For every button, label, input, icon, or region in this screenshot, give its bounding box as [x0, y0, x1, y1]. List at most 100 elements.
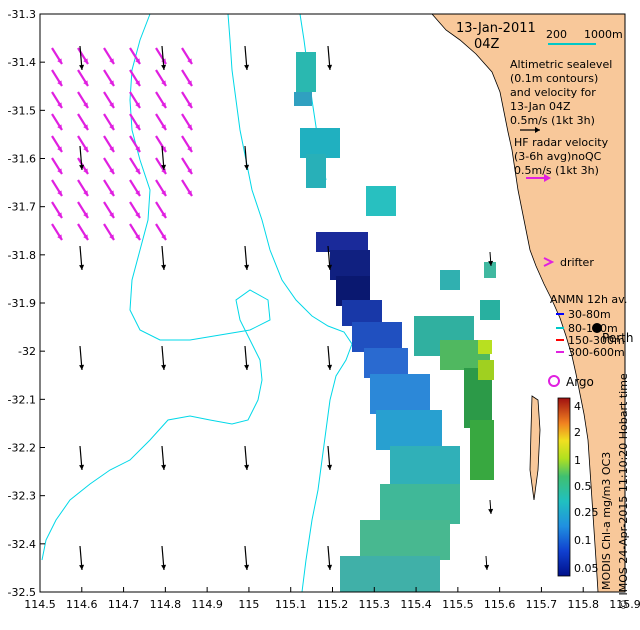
hf-radar-arrow-head — [135, 58, 140, 64]
altimetry-arrow-head — [244, 164, 250, 170]
altimetry-arrow-head — [161, 164, 167, 170]
legend-hf-line-3: 0.5m/s (1kt 3h) — [514, 164, 599, 177]
credit-label: © IMOS 24-Apr-2015 11:10:20 Hobart time — [617, 373, 630, 610]
x-tick-label: 114.9 — [191, 598, 223, 611]
legend-drifter-label: drifter — [560, 256, 594, 269]
altimetry-arrow-head — [79, 464, 85, 470]
perth-label: Perth — [602, 331, 633, 345]
altimetry-arrow-head — [244, 364, 250, 370]
hf-radar-arrow-head — [187, 80, 192, 86]
altimetry-arrow-head — [79, 64, 85, 70]
altimetry-arrow-head — [244, 64, 250, 70]
altimetry-arrow-head — [161, 264, 167, 270]
hf-radar-arrow-head — [187, 124, 192, 130]
altimetry-arrow-head — [327, 364, 333, 370]
hf-radar-arrow-head — [57, 58, 62, 64]
hf-radar-arrow-head — [161, 234, 166, 240]
legend-argo-label: Argo — [566, 375, 594, 389]
hf-radar-arrow-head — [161, 168, 166, 174]
hf-radar-arrow-head — [161, 146, 166, 152]
x-tick-label: 115.4 — [400, 598, 432, 611]
hf-radar-arrow-head — [109, 168, 114, 174]
altimetry-arrow-head — [244, 264, 250, 270]
legend-anmn: ANMN 12h av. 30-80m 80-150m 150-300m 300… — [550, 293, 627, 359]
y-tick-label: -31.4 — [8, 56, 36, 69]
hf-radar-arrow-head — [83, 234, 88, 240]
y-tick-label: -32.3 — [8, 490, 36, 503]
hf-radar-arrow-head — [57, 234, 62, 240]
y-tick-label: -31.8 — [8, 249, 36, 262]
hf-radar-arrow-head — [57, 168, 62, 174]
x-tick-label: 114.8 — [150, 598, 182, 611]
hf-radar-arrow-head — [161, 212, 166, 218]
legend-hf-radar: HF radar velocity (3-6h avg)noQC 0.5m/s … — [514, 136, 609, 182]
hf-radar-arrow-head — [135, 80, 140, 86]
perth-marker — [592, 323, 602, 333]
hf-radar-arrow-head — [57, 124, 62, 130]
x-tick-label: 115.3 — [359, 598, 391, 611]
x-tick-label: 115.2 — [317, 598, 349, 611]
land-mass — [431, 13, 626, 593]
legend-hf-line-2: (3-6h avg)noQC — [514, 150, 602, 163]
colorbar-tick-label: 0.1 — [574, 534, 592, 547]
hf-radar-arrow-head — [161, 80, 166, 86]
chlorophyll-field — [294, 52, 500, 592]
hf-radar-arrow-head — [109, 146, 114, 152]
altimetry-arrow-head — [161, 564, 167, 570]
hf-radar-vectors — [51, 47, 193, 241]
hf-radar-arrow-head — [187, 102, 192, 108]
hf-radar-arrow-head — [57, 80, 62, 86]
hf-radar-arrow-head — [109, 58, 114, 64]
y-tick-label: -32.1 — [8, 393, 36, 406]
altimetry-arrow-head — [79, 264, 85, 270]
colorbar-tick-label: 1 — [574, 454, 581, 467]
y-tick-label: -31.5 — [8, 104, 36, 117]
hf-radar-arrow-head — [109, 124, 114, 130]
legend-alt-line-2: (0.1m contours) — [510, 72, 598, 85]
altimetry-arrow-head — [488, 260, 494, 266]
hf-radar-arrow-head — [109, 212, 114, 218]
hf-radar-arrow-head — [109, 190, 114, 196]
y-axis: -31.3 -31.4 -31.5 -31.6 -31.7 -31.8 -31.9 -32 -3… — [8, 8, 45, 599]
colorbar-tick-label: 0.25 — [574, 506, 599, 519]
hf-radar-arrow-head — [135, 234, 140, 240]
x-tick-label: 115.5 — [442, 598, 474, 611]
x-tick-label: 114.7 — [108, 598, 140, 611]
colorbar-tick-label: 4 — [574, 400, 581, 413]
hf-radar-arrow-head — [83, 124, 88, 130]
hf-radar-arrow-head — [83, 146, 88, 152]
hf-radar-arrow-head — [83, 58, 88, 64]
hf-radar-arrow-head — [83, 168, 88, 174]
colorbar-label: MODIS Chl-a mg/m3 OC3 — [600, 452, 613, 590]
hf-radar-arrow-head — [83, 102, 88, 108]
legend-anmn-title: ANMN 12h av. — [550, 293, 627, 306]
legend-anmn-150-300: 150-300m — [568, 334, 625, 347]
legend-alt-line-3: and velocity for — [510, 86, 596, 99]
altimetry-arrow-head — [161, 64, 167, 70]
hf-radar-arrow-head — [135, 168, 140, 174]
legend-alt-line-4: 13-Jan 04Z — [510, 100, 571, 113]
hf-radar-arrow-head — [109, 80, 114, 86]
hf-radar-arrow-head — [135, 102, 140, 108]
legend-anmn-30-80: 30-80m — [568, 308, 611, 321]
hf-radar-arrow-head — [83, 80, 88, 86]
y-tick-label: -31.7 — [8, 201, 36, 214]
altimetry-arrow-head — [327, 564, 333, 570]
y-tick-label: -32.4 — [8, 538, 36, 551]
hf-radar-arrow-head — [83, 190, 88, 196]
altimetry-velocity-vectors — [79, 45, 494, 571]
argo-icon — [548, 375, 560, 387]
header-time: 04Z — [474, 37, 500, 52]
legend-alt-line-5: 0.5m/s (1kt 3h) — [510, 114, 595, 127]
colorbar-ticks: 4 2 1 0.5 0.25 0.1 0.05 — [574, 400, 599, 575]
x-tick-label: 115.7 — [526, 598, 558, 611]
colorbar — [557, 397, 571, 577]
altimetry-arrow-head — [244, 464, 250, 470]
hf-radar-arrow-head — [57, 212, 62, 218]
y-tick-label: -32.5 — [8, 586, 36, 599]
scale-bar-label-200: 200 — [546, 28, 567, 41]
x-tick-label: 115.6 — [484, 598, 516, 611]
hf-radar-arrow-head — [135, 190, 140, 196]
altimetry-arrow-head — [79, 364, 85, 370]
